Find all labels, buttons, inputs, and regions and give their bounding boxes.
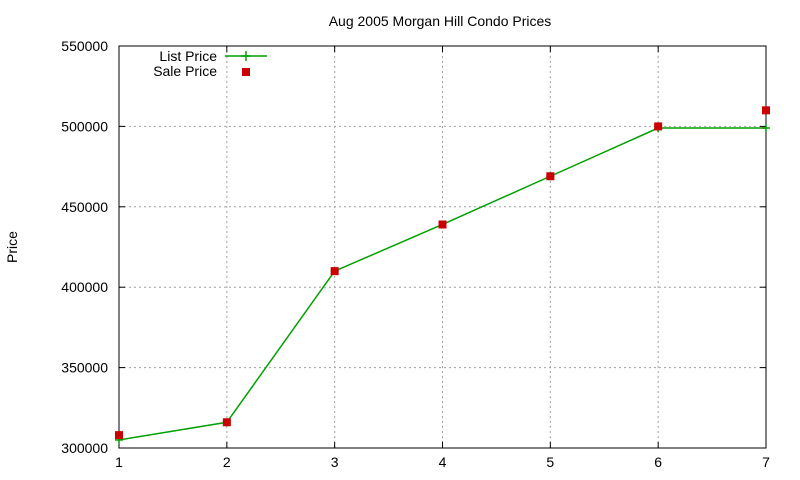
series-layer: [115, 106, 770, 444]
sale-price-point: [115, 431, 123, 440]
y-tick-label: 400000: [61, 279, 108, 295]
y-tick-label: 300000: [61, 440, 108, 456]
legend: List Price Sale Price: [153, 48, 267, 79]
x-tick-label: 6: [654, 454, 662, 470]
ticks: 1 2 3 4 5 6 7 300000 350000 400000 450000 500000 550…: [61, 38, 770, 470]
x-tick-label: 5: [546, 454, 554, 470]
y-tick-label: 450000: [61, 199, 108, 215]
legend-label-sale-price: Sale Price: [153, 63, 217, 79]
x-tick-label: 7: [762, 454, 770, 470]
x-tick-label: 3: [331, 454, 339, 470]
sale-price-point: [654, 122, 663, 131]
sale-price-point: [762, 106, 770, 115]
chart-title: Aug 2005 Morgan Hill Condo Prices: [329, 13, 552, 29]
x-tick-label: 4: [439, 454, 447, 470]
sale-price-point: [438, 220, 447, 229]
sale-price-point: [222, 418, 231, 427]
list-price-line: [118, 127, 766, 441]
sale-price-point: [546, 172, 555, 181]
legend-plus-marker: [241, 51, 251, 61]
sale-price-point: [330, 267, 339, 276]
y-tick-label: 500000: [61, 118, 108, 134]
grid: [119, 46, 766, 448]
x-tick-label: 2: [223, 454, 231, 470]
legend-label-list-price: List Price: [159, 48, 217, 64]
list-price-point: [762, 124, 770, 133]
y-tick-label: 550000: [61, 38, 108, 54]
x-tick-label: 1: [115, 454, 123, 470]
legend-swatch-sale-price: [242, 68, 250, 76]
y-axis-label: Price: [4, 231, 20, 263]
y-tick-label: 350000: [61, 360, 108, 376]
